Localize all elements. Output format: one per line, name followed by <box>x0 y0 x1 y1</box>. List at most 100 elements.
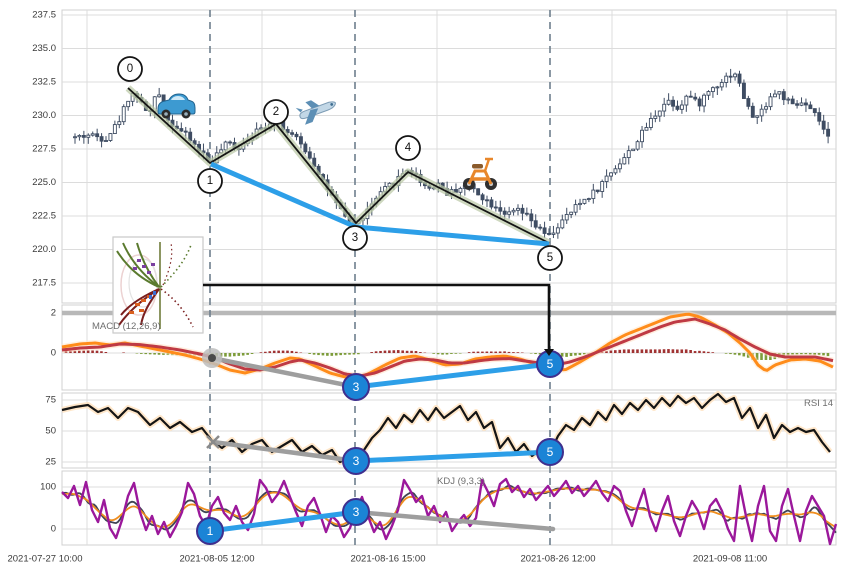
macd-histogram-bar <box>622 349 626 353</box>
candle-body <box>533 220 538 228</box>
macd-histogram-bar <box>312 353 316 355</box>
macd-histogram-bar <box>817 353 821 355</box>
macd-histogram-bar <box>419 352 422 353</box>
macd-histogram-bar <box>379 350 382 353</box>
macd-histogram-bar <box>157 353 161 355</box>
blue-marker-number: 5 <box>547 445 554 459</box>
inset-purple-mark <box>147 271 151 274</box>
price-y-tick: 217.5 <box>32 278 56 289</box>
candle-body <box>307 151 312 159</box>
candle-body <box>529 213 534 222</box>
macd-histogram-bar <box>441 353 444 355</box>
inset-blue-mark <box>153 291 156 295</box>
price-y-tick: 227.5 <box>32 144 56 155</box>
blue-marker-number: 3 <box>353 505 360 519</box>
candle-body <box>104 140 108 142</box>
candle-body <box>547 233 551 235</box>
candle-body <box>516 207 520 211</box>
macd-histogram-bar <box>95 350 99 353</box>
candle-body <box>538 226 543 229</box>
macd-histogram-bar <box>326 353 329 356</box>
car-window <box>171 96 185 100</box>
airplane-tail <box>295 107 303 113</box>
macd-histogram-bar <box>560 353 564 357</box>
pattern-point-number: 0 <box>127 63 133 75</box>
candle-body <box>702 94 707 107</box>
candle-body <box>617 163 622 170</box>
macd-histogram-bar <box>286 350 289 353</box>
candle-body <box>99 136 104 142</box>
airplane-icon <box>295 100 336 125</box>
pattern-point-circle <box>263 99 289 125</box>
inset-maroon-dotted <box>160 288 194 328</box>
macd-histogram-bar <box>86 350 90 353</box>
macd-histogram-bar <box>516 352 520 353</box>
macd-histogram-bar <box>436 353 440 355</box>
macd-histogram-bar <box>348 353 351 355</box>
blue-marker-number: 1 <box>207 524 214 538</box>
candle-body <box>719 82 724 88</box>
macd-histogram-bar <box>481 351 484 353</box>
macd-histogram-bar <box>91 350 94 353</box>
zigzag-line <box>127 87 550 244</box>
macd-histogram-bar <box>454 353 458 354</box>
macd-histogram-bar <box>578 353 582 356</box>
candle-body <box>817 112 822 122</box>
candle-body <box>631 148 636 152</box>
candle-body <box>772 93 777 98</box>
macd-histogram-bar <box>645 349 648 353</box>
macd-histogram-bar <box>574 353 577 356</box>
macd-histogram-bar <box>684 349 688 353</box>
airplane-nose <box>330 103 334 106</box>
macd-histogram-bar <box>228 353 232 357</box>
macd-histogram-bar <box>396 350 400 353</box>
rsi-y-tick: 75 <box>45 395 56 406</box>
macd-histogram-bar <box>272 350 276 353</box>
inset-purple-mark <box>133 267 137 270</box>
candle-body <box>737 73 742 84</box>
vehicle-icons <box>157 93 497 190</box>
candle-body <box>551 232 556 235</box>
candle-body <box>728 75 733 78</box>
macd-histogram-bar <box>689 350 692 353</box>
macd-histogram-bar <box>405 350 409 353</box>
rsi-y-tick: 25 <box>45 457 56 468</box>
macd-histogram-bar <box>432 353 435 354</box>
macd-histogram-bar <box>764 353 768 360</box>
macd-histogram-bar <box>268 351 272 353</box>
macd-histogram-bar <box>534 353 537 355</box>
macd-histogram-bar <box>760 353 763 360</box>
macd-histogram-bar <box>738 353 741 356</box>
x-axis-tick: 2021-08-16 15:00 <box>350 554 425 565</box>
candle-body <box>524 212 529 215</box>
inset-orange-mark <box>139 309 144 312</box>
macd-histogram-bar <box>308 353 311 354</box>
candle-body <box>569 211 574 215</box>
macd-histogram-bar <box>813 353 816 355</box>
car-icon <box>157 93 196 119</box>
x-axis-tick: 2021-08-05 12:00 <box>179 554 254 565</box>
callout-arrow-line <box>203 283 551 349</box>
candle-body <box>476 188 481 196</box>
candle-body <box>657 110 662 117</box>
inset-purple-mark <box>142 265 146 268</box>
macd-histogram-bar <box>791 353 794 355</box>
candle-body <box>90 133 95 136</box>
macd-histogram-bar <box>627 349 630 353</box>
pattern-point-number: 3 <box>352 232 358 244</box>
macd-histogram-bar <box>583 353 586 355</box>
candle-body <box>555 227 560 234</box>
candle-body <box>560 219 565 229</box>
inset-green-curve <box>122 242 160 288</box>
macd-histogram-bar <box>503 351 506 353</box>
macd-histogram-bar <box>445 353 449 355</box>
kdj-panel-label: KDJ (9,3,3) <box>437 476 485 487</box>
macd-histogram-bar <box>233 353 236 357</box>
pattern-point-circle <box>537 245 563 271</box>
candle-body <box>781 91 786 101</box>
candle-body <box>750 105 755 118</box>
macd-histogram-bar <box>755 353 759 360</box>
candle-body <box>493 206 498 209</box>
candle-body <box>485 199 489 202</box>
